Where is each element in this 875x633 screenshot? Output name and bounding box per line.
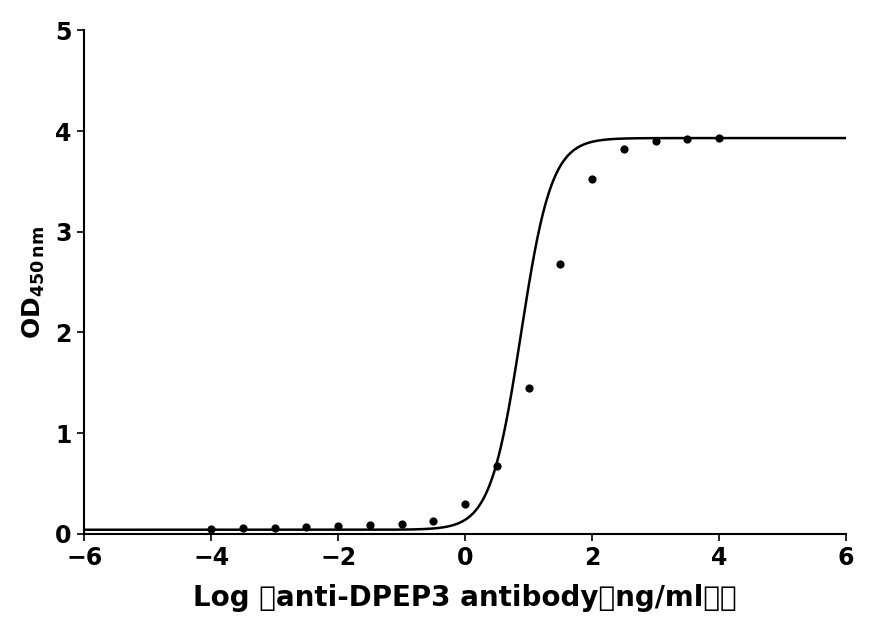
Point (395, 518, 409, 529)
Point (553, 259, 567, 269)
Point (648, 136, 662, 146)
Point (712, 133, 726, 143)
X-axis label: Log （anti-DPEP3 antibody（ng/ml））: Log （anti-DPEP3 antibody（ng/ml）） (193, 584, 737, 612)
Point (490, 461, 504, 472)
Point (299, 522, 313, 532)
Point (332, 521, 346, 531)
Point (204, 523, 218, 534)
Y-axis label: OD$_{\mathbf{450\,nm}}$: OD$_{\mathbf{450\,nm}}$ (21, 225, 47, 339)
Point (522, 383, 536, 393)
Point (680, 134, 694, 144)
Point (617, 144, 631, 154)
Point (236, 523, 250, 533)
Point (363, 520, 377, 530)
Point (458, 499, 472, 509)
Point (585, 174, 599, 184)
Point (426, 516, 440, 526)
Point (268, 523, 282, 533)
